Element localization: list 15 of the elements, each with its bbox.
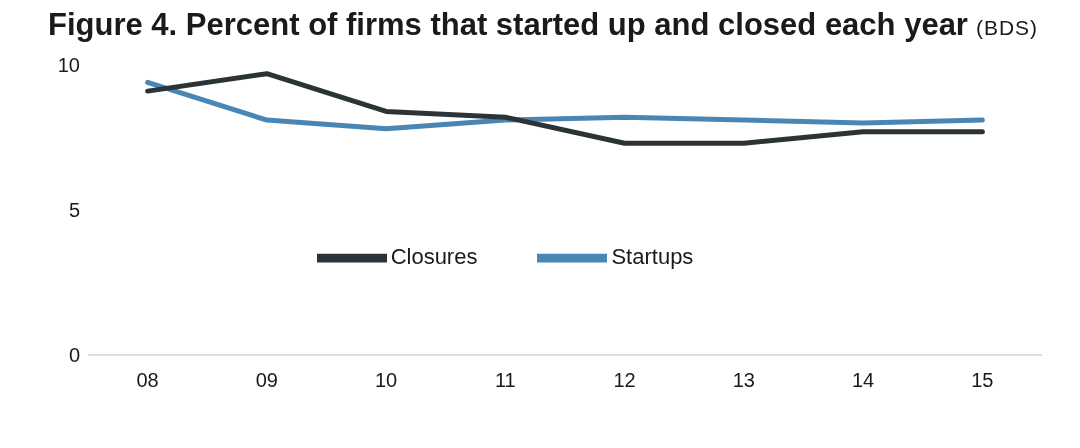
x-tick-label: 11 (494, 369, 516, 392)
x-tick-label: 15 (971, 369, 994, 392)
chart-subtitle: (BDS) (975, 16, 1039, 39)
legend-label: Closures (390, 243, 478, 269)
chart-title: Figure 4. Percent of firms that started up and closed each year (48, 7, 968, 42)
x-tick-label: 13 (732, 369, 755, 392)
y-tick-label: 5 (68, 199, 80, 222)
x-tick-label: 12 (613, 369, 636, 392)
x-tick-label: 10 (375, 369, 398, 392)
x-tick-label: 14 (852, 369, 875, 392)
x-tick-label: 08 (136, 369, 159, 392)
y-tick-label: 10 (57, 54, 80, 77)
x-tick-label: 09 (255, 369, 278, 392)
y-tick-label: 0 (68, 344, 80, 367)
legend-label: Startups (611, 243, 694, 269)
